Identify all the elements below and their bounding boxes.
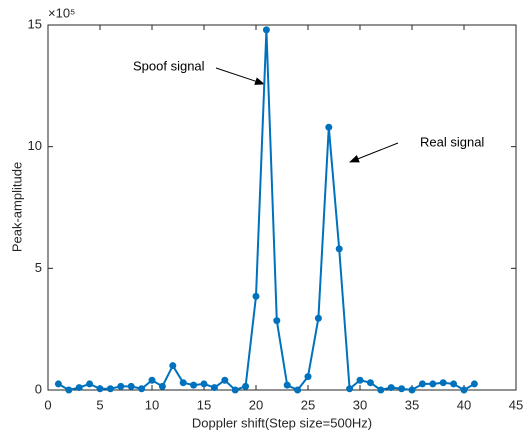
data-point xyxy=(179,379,187,387)
data-point xyxy=(106,385,114,393)
data-point xyxy=(387,384,395,392)
data-point xyxy=(96,385,104,393)
y-tick-label: 0 xyxy=(35,381,42,396)
data-point xyxy=(314,314,322,322)
data-point xyxy=(356,376,364,384)
x-tick-label: 30 xyxy=(353,397,367,412)
data-point xyxy=(294,386,302,394)
data-point xyxy=(366,379,374,387)
data-point xyxy=(200,380,208,388)
data-point xyxy=(169,362,177,370)
data-point xyxy=(377,386,385,394)
plot-area xyxy=(47,24,517,391)
x-tick-label: 40 xyxy=(457,397,471,412)
x-tick-label: 20 xyxy=(249,397,263,412)
x-tick-label: 15 xyxy=(197,397,211,412)
x-axis-label: Doppler shift(Step size=500Hz) xyxy=(192,415,372,430)
data-point xyxy=(325,123,333,131)
x-tick-label: 45 xyxy=(509,397,523,412)
x-tick-label: 0 xyxy=(44,397,51,412)
annotation-arrow xyxy=(215,67,265,85)
x-tick-label: 25 xyxy=(301,397,315,412)
data-point xyxy=(429,380,437,388)
data-point xyxy=(75,384,83,392)
data-point xyxy=(54,380,62,388)
data-point xyxy=(398,385,406,393)
data-point xyxy=(138,385,146,393)
y-tick-label: 10 xyxy=(28,138,42,153)
data-point xyxy=(346,385,354,393)
data-point xyxy=(273,317,281,325)
data-point xyxy=(408,386,416,394)
data-point xyxy=(190,381,198,389)
y-tick-label: 5 xyxy=(35,260,42,275)
data-point xyxy=(262,26,270,34)
data-point xyxy=(158,382,166,390)
x-tick-label: 5 xyxy=(96,397,103,412)
data-point xyxy=(210,384,218,392)
annotation: Real signal xyxy=(420,134,484,149)
data-point xyxy=(460,386,468,394)
data-point xyxy=(221,376,229,384)
x-tick-label: 10 xyxy=(145,397,159,412)
data-point xyxy=(148,376,156,384)
data-point xyxy=(439,379,447,387)
data-point xyxy=(231,386,239,394)
data-point xyxy=(304,373,312,381)
data-point xyxy=(117,382,125,390)
y-multiplier: ×10⁵ xyxy=(48,5,75,20)
data-point xyxy=(86,380,94,388)
annotation-arrow xyxy=(349,142,399,163)
y-tick-label: 15 xyxy=(28,16,42,31)
data-point xyxy=(418,380,426,388)
data-point xyxy=(283,381,291,389)
data-point xyxy=(242,382,250,390)
data-point xyxy=(252,292,260,300)
data-point xyxy=(450,380,458,388)
annotation: Spoof signal xyxy=(133,58,205,73)
data-point xyxy=(335,245,343,253)
y-axis-label: Peak-amplitude xyxy=(9,162,24,252)
data-point xyxy=(65,386,73,394)
data-point xyxy=(127,382,135,390)
x-tick-label: 35 xyxy=(405,397,419,412)
data-point xyxy=(470,380,478,388)
